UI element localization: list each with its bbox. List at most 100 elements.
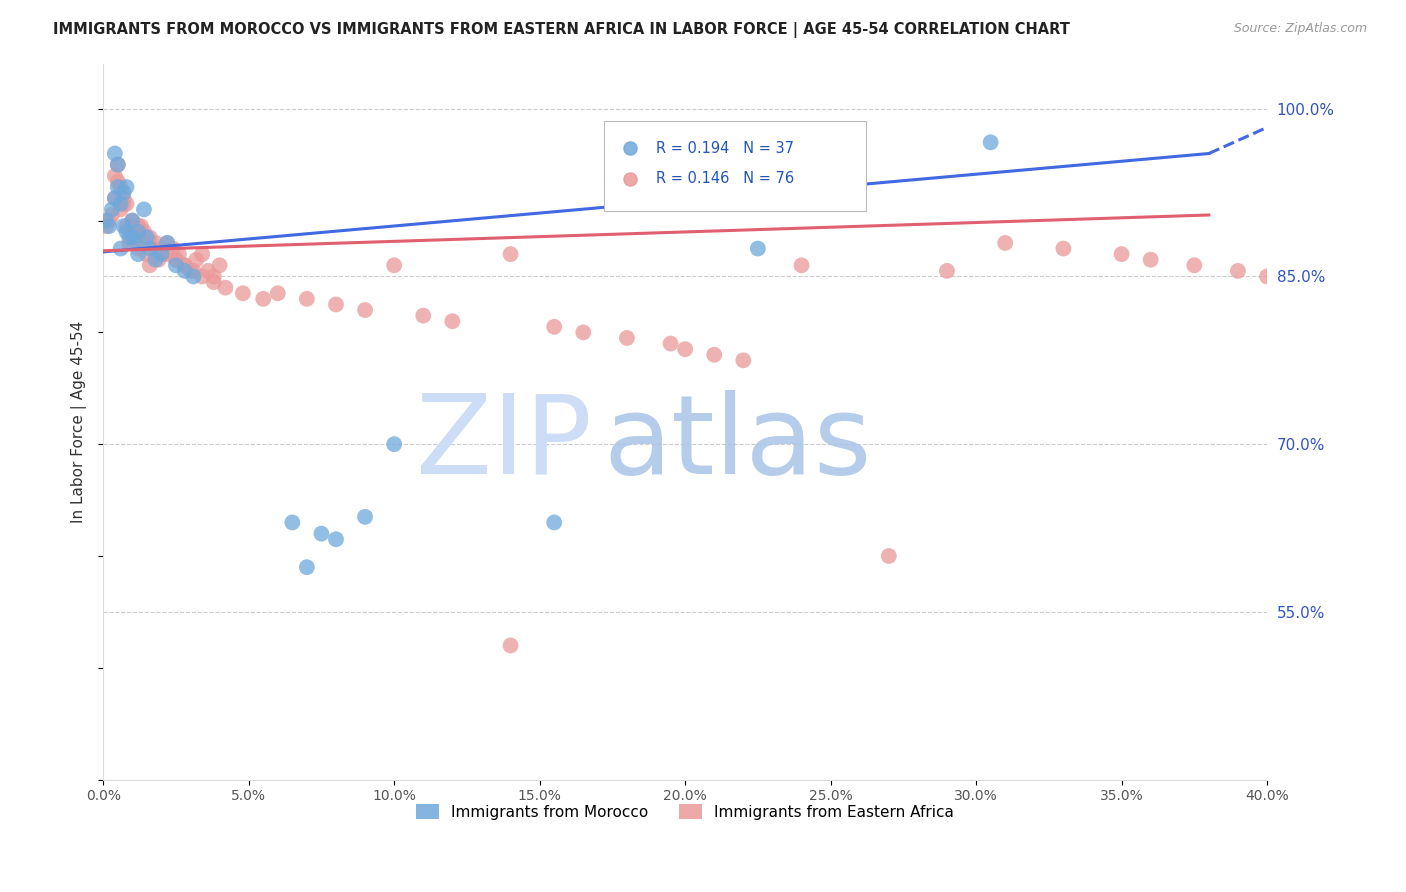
Point (936, 264, 959, 278)
Legend: Immigrants from Morocco, Immigrants from Eastern Africa: Immigrants from Morocco, Immigrants from… (411, 797, 960, 826)
Point (145, 242, 167, 256)
FancyBboxPatch shape (603, 121, 866, 211)
Point (127, 247, 149, 261)
Point (191, 269, 214, 284)
Point (252, 292, 274, 306)
Point (127, 219, 149, 234)
Point (543, 319, 565, 334)
Point (127, 225, 149, 239)
Point (115, 219, 138, 234)
Point (139, 258, 162, 272)
Point (733, 353, 755, 368)
Point (790, 258, 813, 272)
Point (499, 247, 522, 261)
Point (132, 235, 155, 250)
Point (115, 180, 138, 194)
Point (104, 191, 127, 205)
Point (165, 258, 187, 272)
Point (232, 286, 254, 301)
Point (107, 158, 129, 172)
Point (311, 526, 333, 541)
Point (208, 258, 231, 272)
Point (673, 342, 696, 356)
Point (94, 213, 117, 227)
Point (183, 264, 205, 278)
Point (104, 191, 127, 205)
Point (132, 202, 155, 217)
Point (145, 235, 167, 250)
Point (107, 174, 129, 188)
Point (112, 186, 135, 200)
Point (165, 252, 187, 267)
Point (543, 516, 565, 530)
Point (703, 348, 725, 362)
Point (110, 202, 132, 217)
Point (127, 242, 149, 256)
Point (165, 252, 187, 267)
Point (167, 247, 190, 261)
Point (1256, 269, 1278, 284)
Point (104, 169, 127, 183)
Point (877, 549, 900, 563)
Text: ZIP: ZIP (416, 390, 592, 497)
Point (121, 213, 143, 227)
Point (156, 235, 179, 250)
Point (354, 303, 377, 318)
Point (179, 264, 201, 278)
Point (183, 269, 205, 284)
Point (1226, 264, 1249, 278)
Point (1182, 258, 1205, 272)
Point (382, 258, 405, 272)
Point (104, 146, 127, 161)
Point (354, 509, 377, 524)
Point (994, 235, 1017, 250)
Point (659, 336, 682, 351)
Point (202, 269, 225, 284)
Point (202, 275, 225, 289)
Point (572, 326, 595, 340)
Point (197, 264, 219, 278)
Point (107, 158, 129, 172)
Point (139, 242, 162, 256)
Point (135, 247, 157, 261)
Point (325, 533, 347, 547)
Point (118, 235, 141, 250)
Point (112, 191, 135, 205)
Point (118, 230, 141, 244)
Point (173, 258, 195, 272)
Point (107, 180, 129, 194)
Point (124, 230, 146, 244)
Y-axis label: In Labor Force | Age 45-54: In Labor Force | Age 45-54 (72, 321, 87, 523)
Text: R = 0.146   N = 76: R = 0.146 N = 76 (657, 171, 794, 186)
Point (156, 247, 179, 261)
Text: IMMIGRANTS FROM MOROCCO VS IMMIGRANTS FROM EASTERN AFRICA IN LABOR FORCE | AGE 4: IMMIGRANTS FROM MOROCCO VS IMMIGRANTS FR… (53, 22, 1070, 38)
Point (980, 136, 1002, 150)
Point (295, 560, 318, 574)
Point (110, 242, 132, 256)
Point (412, 309, 434, 323)
Point (162, 242, 184, 256)
Point (129, 219, 152, 234)
Point (110, 196, 132, 211)
Point (98, 213, 121, 227)
Point (281, 516, 304, 530)
Point (98, 219, 121, 234)
Text: Source: ZipAtlas.com: Source: ZipAtlas.com (1233, 22, 1367, 36)
Point (115, 225, 138, 239)
Point (139, 230, 162, 244)
Point (267, 286, 290, 301)
Point (101, 208, 124, 222)
Text: R = 0.194   N = 37: R = 0.194 N = 37 (657, 141, 794, 156)
Point (616, 331, 638, 345)
Point (135, 230, 157, 244)
Point (94, 219, 117, 234)
Point (101, 202, 124, 217)
Point (186, 252, 208, 267)
Point (150, 242, 173, 256)
Point (747, 242, 769, 256)
Point (382, 437, 405, 451)
Point (121, 219, 143, 234)
Point (191, 247, 214, 261)
Point (173, 258, 195, 272)
Point (115, 196, 138, 211)
